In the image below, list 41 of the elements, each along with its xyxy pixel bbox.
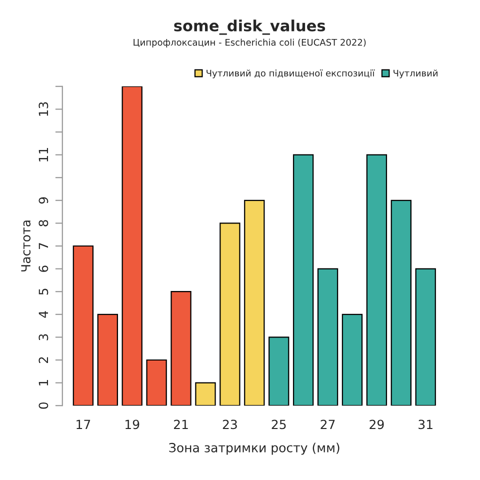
y-tick-label: 3: [38, 334, 48, 340]
bar: [195, 382, 216, 406]
bar: [390, 200, 412, 406]
legend-label: Чутливий: [394, 70, 438, 78]
chart-title: some_disk_values: [174, 20, 326, 35]
x-tick-label: 21: [174, 420, 188, 429]
y-tick-label: 6: [38, 266, 48, 272]
bar: [170, 291, 192, 406]
y-axis-title: Частота: [21, 220, 31, 272]
chart-subtitle: Ципрофлоксацин - Escherichia coli (EUCAST 2022): [134, 38, 366, 48]
x-tick-label: 25: [272, 420, 286, 430]
bar: [146, 359, 167, 406]
bar: [317, 268, 338, 406]
bar: [342, 314, 363, 406]
x-tick-label: 23: [222, 420, 237, 430]
y-tick-label: 13: [38, 102, 48, 116]
bar: [122, 86, 142, 406]
legend-label: Чутливий до підвищеної експозиції: [206, 70, 375, 78]
bar: [244, 200, 265, 406]
y-tick-label: 7: [38, 243, 48, 249]
y-tick-label: 2: [38, 357, 48, 364]
bar: [72, 245, 94, 406]
bar: [415, 268, 436, 406]
y-tick-label: 4: [38, 311, 48, 318]
y-tick-label: 9: [38, 197, 48, 204]
x-tick-label: 17: [76, 420, 90, 429]
bar: [292, 154, 314, 406]
y-tick-label: 5: [38, 288, 48, 295]
y-tick-label: 11: [38, 148, 48, 162]
y-tick-label: 0: [38, 402, 48, 409]
x-tick-label: 27: [320, 420, 335, 429]
y-tick-label: 8: [38, 220, 48, 226]
x-tick-label: 29: [370, 420, 384, 430]
x-tick-label: 31: [418, 420, 432, 430]
y-tick-label: 1: [38, 380, 48, 386]
bar: [268, 336, 290, 406]
x-axis-title: Зона затримки росту (мм): [169, 442, 340, 455]
bar: [220, 222, 240, 406]
bar: [97, 314, 118, 406]
x-tick-label: 19: [126, 420, 140, 430]
bar: [366, 154, 388, 406]
